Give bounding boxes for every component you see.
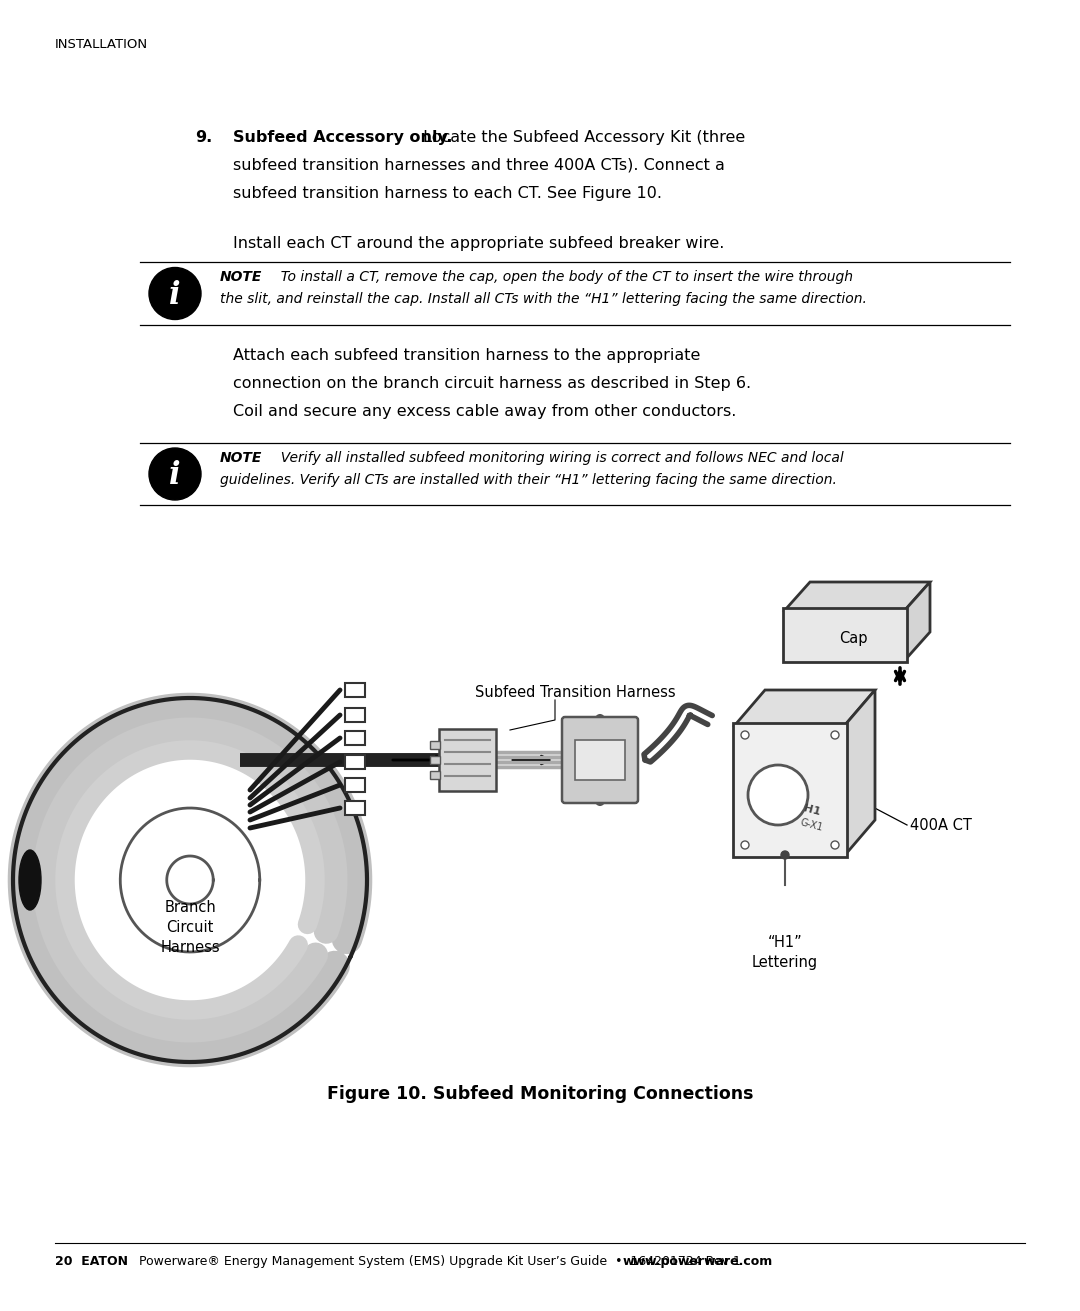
- Text: “H1”: “H1”: [768, 935, 802, 950]
- Text: Lettering: Lettering: [752, 954, 818, 970]
- FancyBboxPatch shape: [438, 729, 496, 791]
- Text: Coil and secure any excess cable away from other conductors.: Coil and secure any excess cable away fr…: [233, 404, 737, 420]
- Bar: [345, 732, 365, 745]
- Text: i: i: [170, 460, 180, 492]
- Text: Subfeed Transition Harness: Subfeed Transition Harness: [475, 686, 676, 700]
- Text: Verify all installed subfeed monitoring wiring is correct and follows NEC and lo: Verify all installed subfeed monitoring …: [272, 451, 843, 465]
- Text: NOTE: NOTE: [220, 270, 262, 284]
- Circle shape: [149, 448, 201, 499]
- Text: G-X1: G-X1: [799, 817, 824, 832]
- Text: INSTALLATION: INSTALLATION: [55, 38, 148, 51]
- Bar: [575, 739, 625, 780]
- Text: Powerware® Energy Management System (EMS) Upgrade Kit User’s Guide  •  164201724: Powerware® Energy Management System (EMS…: [135, 1255, 745, 1268]
- Text: 9.: 9.: [195, 130, 213, 146]
- Text: www.powerware.com: www.powerware.com: [623, 1255, 773, 1268]
- Polygon shape: [785, 582, 930, 610]
- Text: connection on the branch circuit harness as described in Step 6.: connection on the branch circuit harness…: [233, 376, 751, 391]
- Text: H1: H1: [802, 802, 822, 817]
- Polygon shape: [735, 690, 875, 725]
- Bar: [345, 755, 365, 770]
- FancyBboxPatch shape: [733, 722, 847, 857]
- Bar: [430, 756, 440, 764]
- Bar: [345, 683, 365, 697]
- Text: Subfeed Accessory only.: Subfeed Accessory only.: [233, 130, 453, 146]
- Bar: [430, 771, 440, 779]
- Text: NOTE: NOTE: [220, 451, 262, 465]
- FancyBboxPatch shape: [783, 608, 907, 662]
- Text: Harness: Harness: [160, 940, 220, 954]
- Text: Circuit: Circuit: [166, 920, 214, 935]
- Text: Install each CT around the appropriate subfeed breaker wire.: Install each CT around the appropriate s…: [233, 236, 725, 252]
- Text: the slit, and reinstall the cap. Install all CTs with the “H1” lettering facing : the slit, and reinstall the cap. Install…: [220, 292, 867, 305]
- Text: 400A CT: 400A CT: [910, 818, 972, 832]
- Text: 20  EATON: 20 EATON: [55, 1255, 129, 1268]
- Text: To install a CT, remove the cap, open the body of the CT to insert the wire thro: To install a CT, remove the cap, open th…: [272, 270, 853, 284]
- Bar: [345, 777, 365, 792]
- Circle shape: [748, 766, 808, 825]
- Circle shape: [741, 732, 750, 739]
- FancyBboxPatch shape: [562, 717, 638, 804]
- Circle shape: [831, 732, 839, 739]
- Circle shape: [781, 851, 789, 859]
- Circle shape: [741, 840, 750, 850]
- Text: Branch: Branch: [164, 899, 216, 915]
- Text: Locate the Subfeed Accessory Kit (three: Locate the Subfeed Accessory Kit (three: [418, 130, 745, 146]
- Text: subfeed transition harnesses and three 400A CTs). Connect a: subfeed transition harnesses and three 4…: [233, 159, 725, 173]
- Text: subfeed transition harness to each CT. See Figure 10.: subfeed transition harness to each CT. S…: [233, 186, 662, 201]
- Polygon shape: [845, 690, 875, 855]
- Text: Figure 10. Subfeed Monitoring Connections: Figure 10. Subfeed Monitoring Connection…: [327, 1086, 753, 1103]
- Text: i: i: [170, 281, 180, 311]
- Bar: [345, 801, 365, 815]
- Circle shape: [149, 267, 201, 320]
- Circle shape: [831, 840, 839, 850]
- Bar: [345, 708, 365, 722]
- Bar: [430, 741, 440, 749]
- Polygon shape: [905, 582, 930, 659]
- Text: guidelines. Verify all CTs are installed with their “H1” lettering facing the sa: guidelines. Verify all CTs are installed…: [220, 473, 837, 486]
- Ellipse shape: [588, 714, 612, 805]
- Text: Cap: Cap: [839, 632, 867, 646]
- Ellipse shape: [19, 850, 41, 910]
- Text: Attach each subfeed transition harness to the appropriate: Attach each subfeed transition harness t…: [233, 347, 700, 363]
